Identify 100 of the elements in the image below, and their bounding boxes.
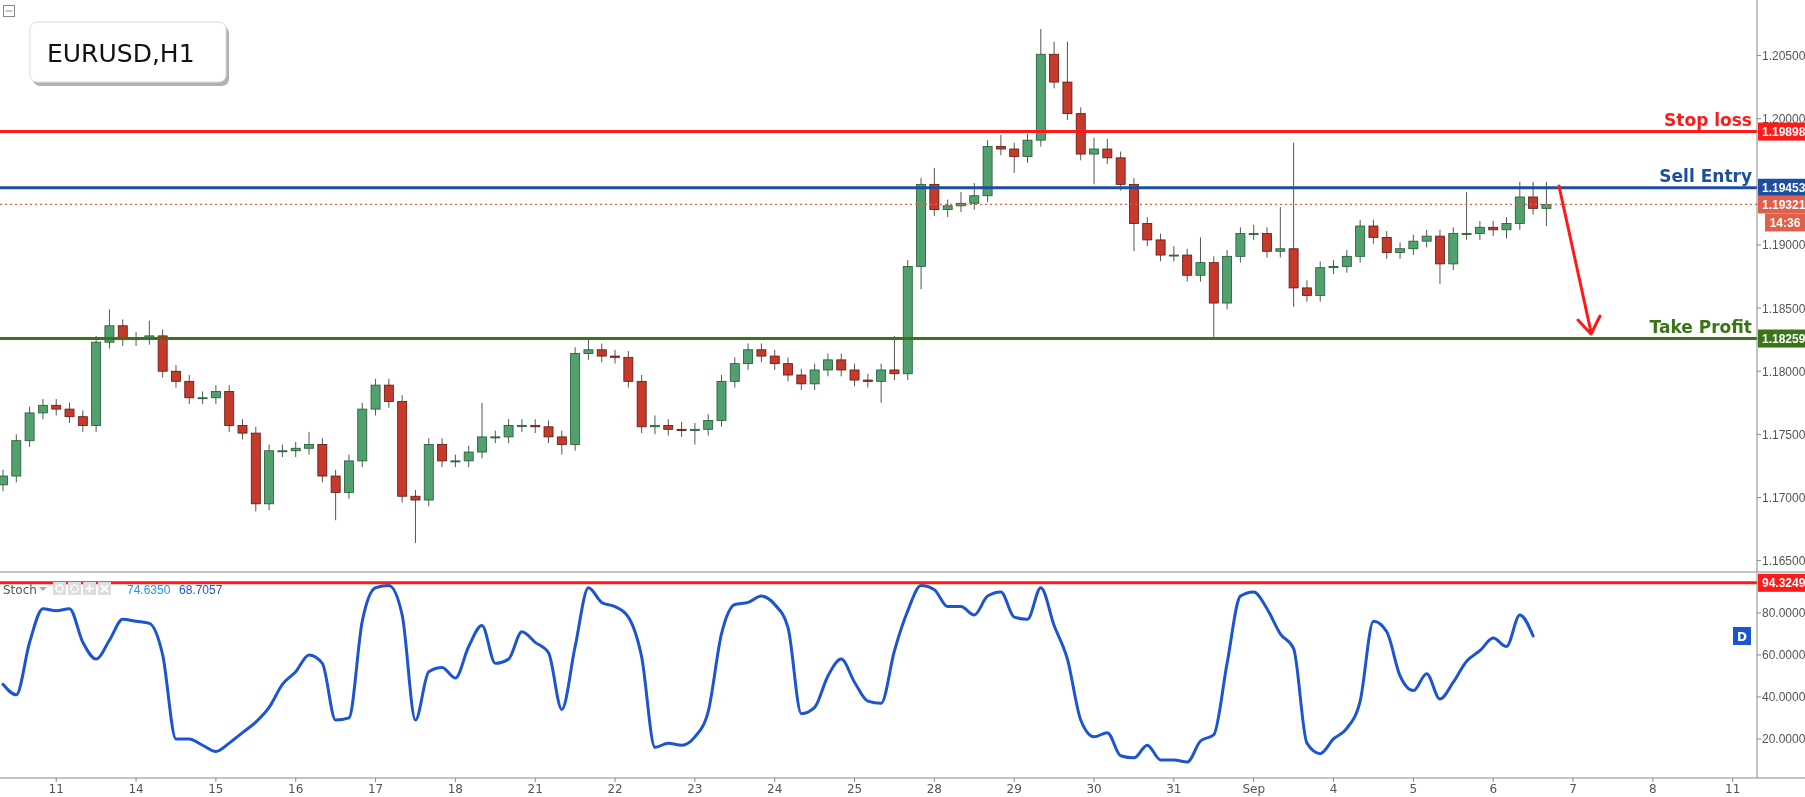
y-tick-label: 1.17500 — [1762, 427, 1805, 442]
candlestick — [1341, 249, 1352, 274]
candlestick — [237, 418, 248, 440]
ref-line-label: Take Profit — [1649, 316, 1752, 337]
candlestick — [623, 350, 634, 389]
candlestick — [876, 363, 887, 404]
candlestick — [583, 337, 594, 361]
candlestick — [1182, 248, 1193, 283]
x-tick-label: 6 — [1489, 782, 1498, 796]
ref-line-label: Sell Entry — [1659, 165, 1752, 186]
y-tick-label: 40.0000 — [1762, 690, 1805, 705]
x-tick-label: 18 — [447, 782, 464, 796]
candlestick — [1541, 181, 1552, 227]
candlestick — [477, 402, 487, 459]
text: Stoch — [3, 583, 37, 597]
candlestick — [756, 342, 767, 363]
candlestick — [330, 469, 341, 521]
candlestick — [1009, 142, 1020, 174]
ref-line-label: Stop loss — [1664, 109, 1752, 130]
x-tick-label: 8 — [1649, 782, 1657, 796]
x-tick-label: 23 — [687, 782, 703, 796]
candlestick — [1395, 241, 1405, 260]
candlestick — [1155, 233, 1166, 262]
candlestick — [503, 418, 514, 444]
line-series — [1, 584, 1535, 764]
candlestick — [1474, 220, 1485, 241]
candlestick — [1102, 138, 1113, 165]
candlestick — [769, 349, 780, 371]
text: D — [1737, 630, 1748, 645]
candlestick — [171, 364, 181, 389]
x-tick-label: 24 — [767, 782, 783, 796]
candlestick — [823, 353, 833, 377]
y-tick-label: 1.20500 — [1762, 49, 1805, 64]
candlestick — [1195, 236, 1206, 283]
x-tick-label: 22 — [607, 782, 623, 796]
y-tick-label: 1.19898 — [1762, 125, 1805, 140]
text: 14:36 — [1769, 216, 1801, 231]
y-tick-label: 1.19000 — [1762, 238, 1805, 253]
candlestick — [304, 431, 314, 456]
candlestick — [889, 335, 900, 381]
x-tick-label: 14 — [128, 782, 144, 796]
x-tick-label: 29 — [1006, 782, 1022, 796]
candlestick — [836, 353, 847, 377]
y-tick-label: 1.18259 — [1762, 332, 1805, 347]
y-tick-label: 20.0000 — [1762, 732, 1805, 747]
annotation: 74.6350 — [127, 583, 171, 597]
candlestick — [650, 414, 660, 435]
x-tick-label: 11 — [48, 782, 64, 796]
candlestick — [210, 384, 221, 405]
x-tick-label: 31 — [1166, 782, 1182, 796]
candlestick — [796, 368, 807, 391]
x-tick-label: 25 — [846, 782, 863, 796]
candlestick — [689, 422, 700, 445]
candlestick — [516, 418, 527, 433]
candlestick — [1235, 226, 1246, 264]
candlestick — [1528, 181, 1539, 216]
candlestick — [703, 413, 714, 437]
x-tick-label: 16 — [288, 782, 304, 796]
candlestick — [809, 363, 820, 391]
candlestick — [556, 430, 567, 456]
y-tick-label: 80.0000 — [1762, 606, 1805, 621]
candlestick — [1262, 226, 1272, 259]
candlestick — [995, 134, 1006, 156]
candlestick — [1142, 216, 1153, 247]
candlestick — [1501, 216, 1512, 240]
candlestick — [610, 349, 620, 365]
y-tick-label: 94.3249 — [1762, 576, 1805, 591]
candlestick — [1275, 206, 1286, 259]
candlestick — [463, 445, 474, 468]
candlestick — [1408, 234, 1419, 256]
x-tick-label: 4 — [1329, 782, 1338, 796]
candlestick — [410, 489, 421, 544]
x-tick-label: 7 — [1569, 782, 1577, 796]
candlestick — [1461, 191, 1472, 241]
candlestick — [1368, 219, 1379, 245]
candlestick — [1168, 245, 1179, 262]
y-tick-label: 1.18500 — [1762, 301, 1805, 316]
y-tick-label: 1.19321 — [1762, 197, 1805, 212]
x-tick-label: 11 — [1725, 782, 1741, 796]
candlestick — [1381, 230, 1392, 260]
x-tick-label: 28 — [926, 782, 943, 796]
candlestick — [1302, 279, 1312, 303]
y-tick-label: 1.19453 — [1762, 181, 1805, 196]
candlestick — [383, 378, 394, 409]
y-tick-label: 1.16500 — [1762, 554, 1805, 569]
text: EURUSD,H1 — [47, 39, 195, 68]
candlestick — [64, 402, 75, 424]
candlestick — [729, 356, 740, 389]
candlestick — [1089, 137, 1099, 185]
candlestick — [969, 182, 980, 211]
candlestick — [596, 342, 607, 363]
x-tick-label: Sep — [1242, 782, 1266, 796]
x-tick-label: 15 — [208, 782, 224, 796]
x-tick-label: 17 — [367, 782, 384, 796]
y-tick-label: 1.17000 — [1762, 491, 1805, 505]
candlestick — [1022, 133, 1033, 164]
annotation: 68.7057 — [179, 583, 223, 597]
candlestick — [437, 437, 447, 468]
candlestick — [77, 409, 88, 433]
x-tick-label: 30 — [1086, 782, 1102, 796]
